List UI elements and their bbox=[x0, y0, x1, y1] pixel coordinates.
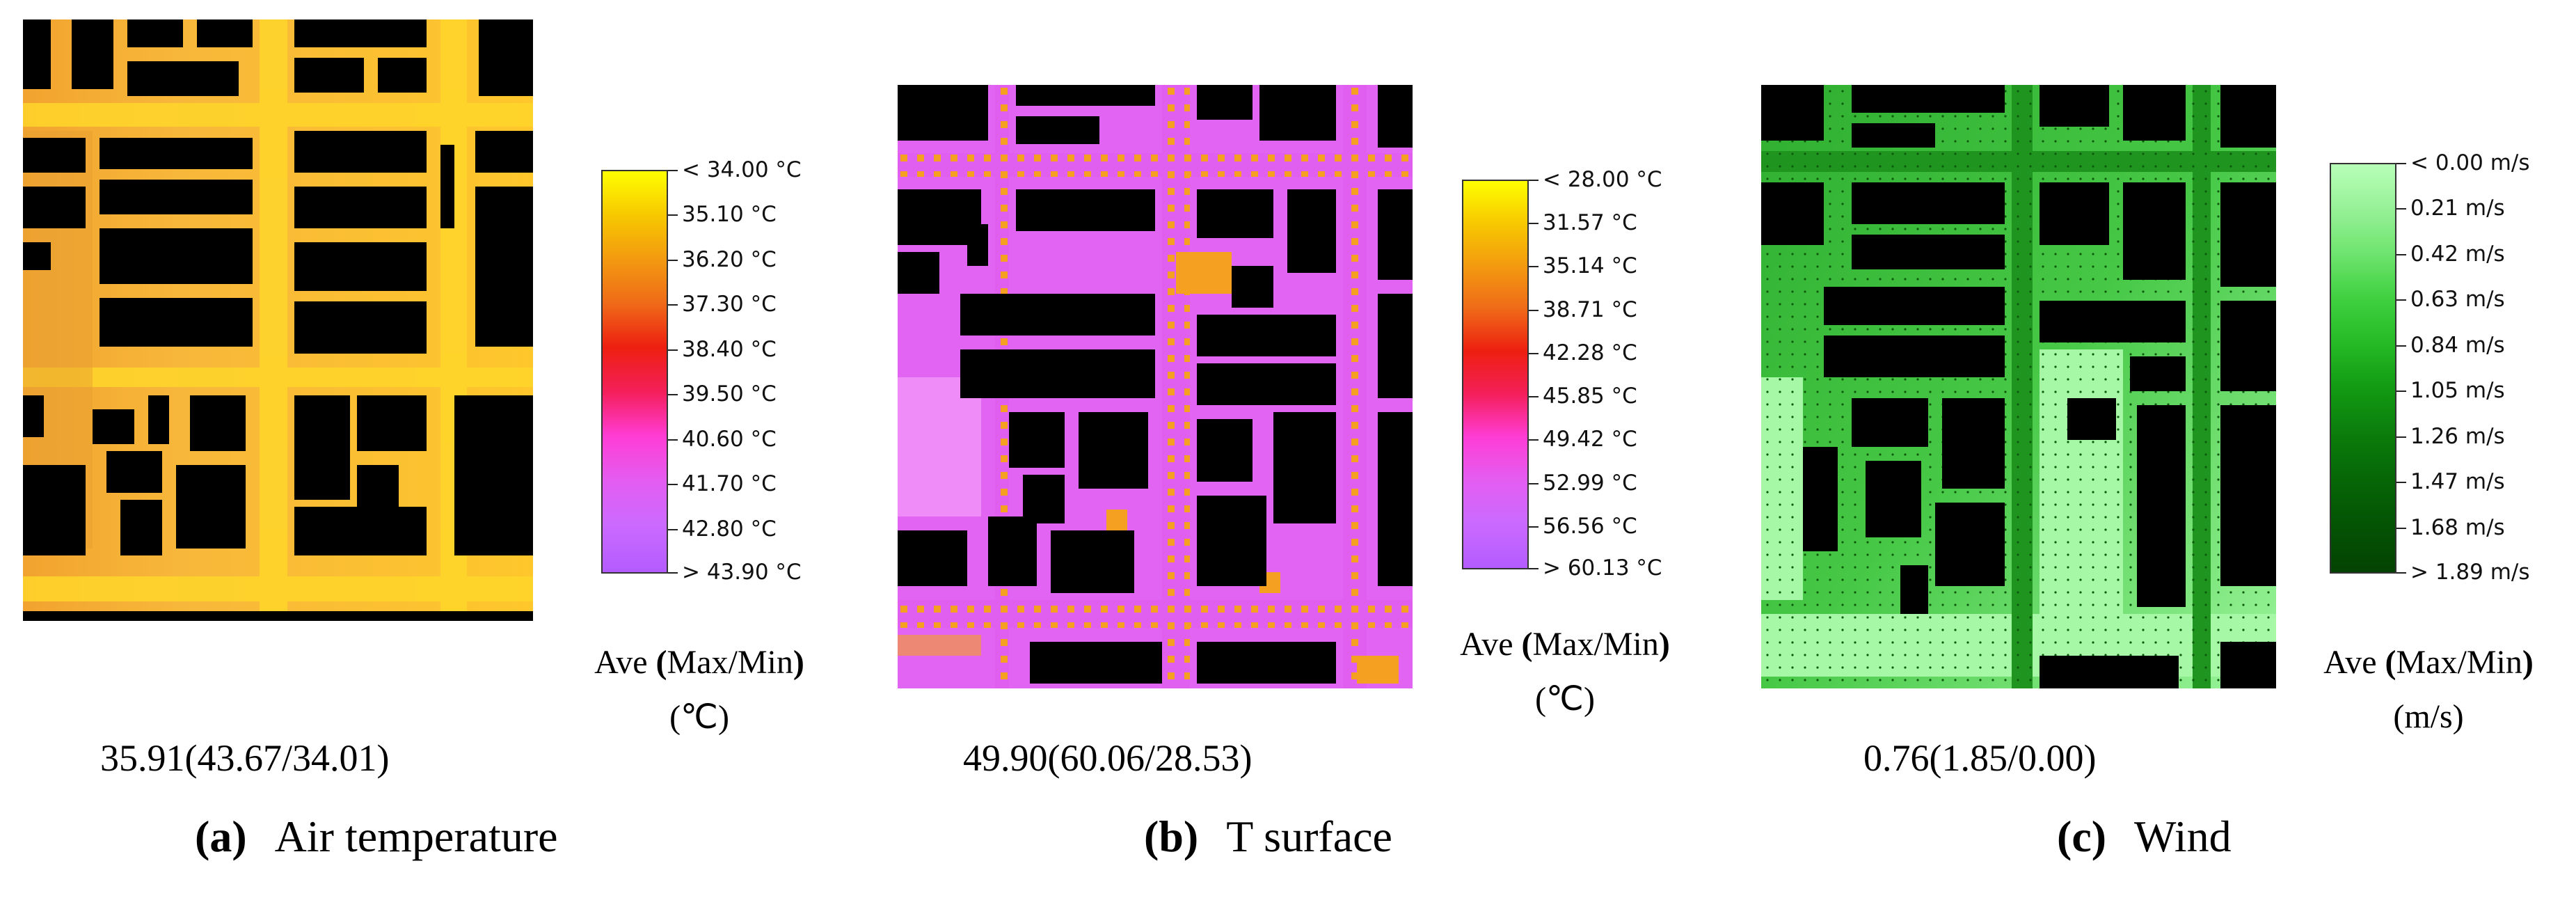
unit-label: (℃) bbox=[1535, 681, 1595, 718]
legend-gradient-bar bbox=[1462, 180, 1529, 569]
legend-label: 1.05 m/s bbox=[2410, 378, 2505, 403]
panel-caption: (c) Wind bbox=[2057, 811, 2232, 862]
stats-summary: 0.76(1.85/0.00) bbox=[1863, 737, 2097, 779]
legend-gradient-bar bbox=[601, 170, 668, 574]
panel-wind: < 0.00 m/s 0.21 m/s 0.42 m/s 0.63 m/s 0.… bbox=[1717, 0, 2576, 907]
legend-label: 42.28 °C bbox=[1543, 340, 1637, 365]
panel-air-temperature: < 34.00 °C 35.10 °C 36.20 °C 37.30 °C 38… bbox=[0, 0, 859, 907]
legend-label: < 28.00 °C bbox=[1543, 167, 1662, 192]
legend-label: < 34.00 °C bbox=[682, 157, 802, 182]
panel-t-surface: < 28.00 °C 31.57 °C 35.14 °C 38.71 °C 42… bbox=[859, 0, 1717, 907]
legend-label: 0.42 m/s bbox=[2410, 242, 2505, 267]
unit-label: (m/s) bbox=[2393, 698, 2464, 735]
t-surface-map bbox=[898, 85, 1413, 688]
panel-caption: (a) Air temperature bbox=[195, 811, 558, 862]
legend-label: 41.70 °C bbox=[682, 471, 777, 496]
legend-label: 52.99 °C bbox=[1543, 471, 1637, 496]
panel-title: T surface bbox=[1226, 812, 1392, 861]
legend-label: 40.60 °C bbox=[682, 427, 777, 452]
legend-label: > 1.89 m/s bbox=[2410, 560, 2530, 585]
legend-gradient-bar bbox=[2330, 163, 2396, 574]
stats-summary: 49.90(60.06/28.53) bbox=[963, 737, 1253, 779]
panel-letter: (b) bbox=[1144, 812, 1199, 861]
legend-label: 36.20 °C bbox=[682, 247, 777, 272]
legend-air-temperature: < 34.00 °C 35.10 °C 36.20 °C 37.30 °C 38… bbox=[601, 157, 859, 585]
legend-wind: < 0.00 m/s 0.21 m/s 0.42 m/s 0.63 m/s 0.… bbox=[2330, 150, 2576, 585]
panel-title: Wind bbox=[2134, 812, 2232, 861]
legend-label: 45.85 °C bbox=[1543, 384, 1637, 409]
legend-label: 42.80 °C bbox=[682, 516, 777, 542]
ave-max-min-label: Ave (Max/Min) bbox=[2323, 644, 2534, 681]
panel-caption: (b) T surface bbox=[1144, 811, 1392, 862]
panel-letter: (c) bbox=[2057, 812, 2107, 861]
air-temperature-map bbox=[23, 19, 533, 621]
stats-summary: 35.91(43.67/34.01) bbox=[100, 737, 390, 779]
legend-label: > 43.90 °C bbox=[682, 560, 802, 585]
legend-label: 56.56 °C bbox=[1543, 514, 1637, 539]
legend-label: 49.42 °C bbox=[1543, 427, 1637, 452]
legend-label: 37.30 °C bbox=[682, 292, 777, 317]
legend-label: 1.47 m/s bbox=[2410, 469, 2505, 494]
legend-label: < 0.00 m/s bbox=[2410, 150, 2530, 175]
ave-max-min-label: Ave (Max/Min) bbox=[1460, 626, 1670, 663]
legend-t-surface: < 28.00 °C 31.57 °C 35.14 °C 38.71 °C 42… bbox=[1462, 167, 1717, 581]
legend-label: 0.21 m/s bbox=[2410, 196, 2505, 221]
legend-label: > 60.13 °C bbox=[1543, 555, 1662, 581]
panel-title: Air temperature bbox=[274, 812, 558, 861]
legend-label: 35.10 °C bbox=[682, 202, 777, 227]
legend-label: 0.63 m/s bbox=[2410, 287, 2505, 312]
legend-label: 1.68 m/s bbox=[2410, 515, 2505, 540]
ave-max-min-label: Ave (Max/Min) bbox=[594, 644, 804, 681]
legend-label: 39.50 °C bbox=[682, 381, 777, 407]
wind-map bbox=[1761, 85, 2276, 688]
panel-letter: (a) bbox=[195, 812, 247, 861]
legend-label: 0.84 m/s bbox=[2410, 333, 2505, 358]
unit-label: (℃) bbox=[669, 699, 729, 736]
legend-label: 38.40 °C bbox=[682, 337, 777, 362]
legend-label: 31.57 °C bbox=[1543, 210, 1637, 235]
legend-label: 38.71 °C bbox=[1543, 297, 1637, 322]
legend-label: 1.26 m/s bbox=[2410, 424, 2505, 449]
legend-label: 35.14 °C bbox=[1543, 253, 1637, 278]
